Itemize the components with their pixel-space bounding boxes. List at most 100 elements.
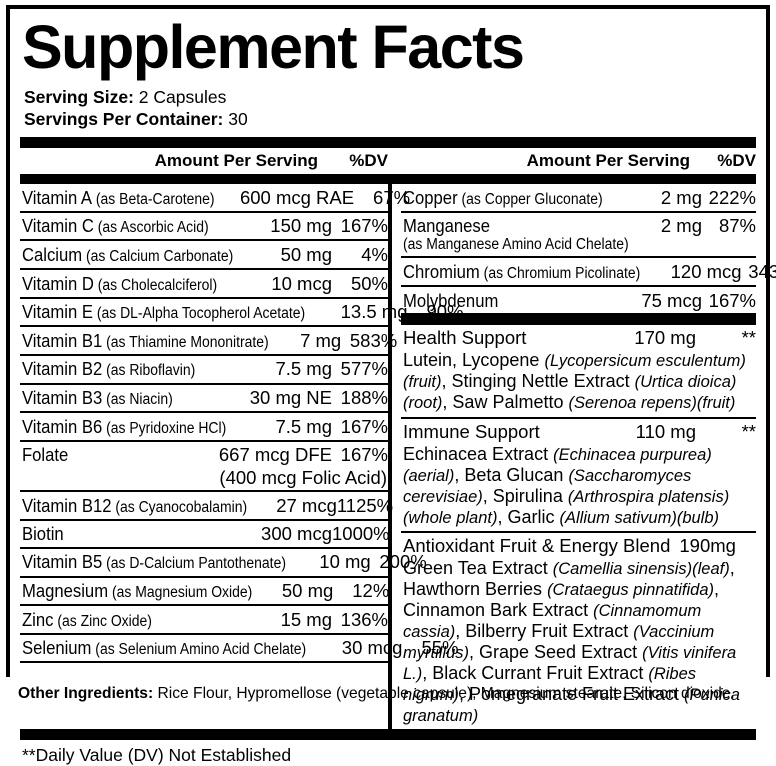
nutrient-source: (as Zinc Oxide) <box>53 612 152 630</box>
supplement-facts-label: Supplement Facts Serving Size: 2 Capsule… <box>6 5 776 766</box>
nutrient-name: Calcium (as Calcium Carbonate) <box>22 243 234 265</box>
nutrient-source: (as Magnesium Oxide) <box>108 584 253 601</box>
nutrient-name: Vitamin B1 (as Thiamine Mononitrate) <box>22 329 269 351</box>
nutrient-dv: 343% <box>748 260 776 282</box>
nutrient-source: (as Niacin) <box>102 391 173 409</box>
blend-name: Health Support <box>403 327 527 349</box>
nutrient-amount: 30 mcg <box>341 637 403 659</box>
nutrient-source: (as Chromium Picolinate) <box>479 264 641 282</box>
nutrient-name: Vitamin B3 (as Niacin) <box>22 387 173 409</box>
nutrient-source-second-line: (as Manganese Amino Acid Chelate) <box>403 236 629 254</box>
nutrient-name: Vitamin B2 (as Riboflavin) <box>22 358 196 380</box>
nutrient-row: Magnesium (as Magnesium Oxide) 50 mg 12% <box>20 578 389 607</box>
nutrient-amount: 50 mg <box>280 243 332 265</box>
blend-dv: ** <box>741 327 756 349</box>
blend-amount: 190mg <box>679 534 736 556</box>
nutrient-dv: 167% <box>708 289 756 311</box>
amount-per-serving-header-left: Amount Per Serving <box>154 150 318 170</box>
blend-ingredients: Echinacea Extract (Echinacea purpurea)(a… <box>403 443 730 527</box>
nutrient-name: Vitamin C (as Ascorbic Acid) <box>22 215 209 237</box>
blend-section: Immune Support 110 mg ** Echinacea Extract … <box>401 419 756 533</box>
nutrient-name: Vitamin E (as DL-Alpha Tocopherol Acetat… <box>22 301 306 323</box>
blend-section: Antioxidant Fruit & Energy Blend190mg**G… <box>401 533 756 730</box>
nutrient-name: Biotin <box>22 523 64 545</box>
nutrient-name: Zinc (as Zinc Oxide) <box>22 608 152 630</box>
other-ingredients: Other Ingredients: Rice Flour, Hypromell… <box>6 677 770 704</box>
nutrient-name: Vitamin B6 (as Pyridoxine HCl) <box>22 415 227 437</box>
nutrient-dv: 136% <box>340 608 388 630</box>
nutrient-row: Copper (as Copper Gluconate) 2 mg 222% <box>401 184 756 213</box>
blend-name: Immune Support <box>403 420 540 442</box>
nutrient-row: Biotin 300 mcg 1000% <box>20 521 390 549</box>
nutrient-row: Molybdenum 75 mcg 167% <box>401 287 756 316</box>
left-nutrient-column: Vitamin A (as Beta-Carotene) 600 mcg RAE 6… <box>20 184 464 730</box>
nutrient-dv: 188% <box>340 387 388 409</box>
nutrient-row: Vitamin B2 (as Riboflavin) 7.5 mg 577% <box>20 356 388 385</box>
nutrient-row: Calcium (as Calcium Carbonate) 50 mg 4% <box>20 241 388 271</box>
nutrient-dv: 50% <box>350 272 388 294</box>
nutrient-name: Vitamin B12 (as Cyanocobalamin) <box>22 494 248 516</box>
nutrient-dv: 583% <box>349 329 398 351</box>
nutrient-source: (as Ascorbic Acid) <box>93 219 209 237</box>
nutrient-amount: 150 mg <box>270 215 332 237</box>
nutrient-row: Vitamin B3 (as Niacin) 30 mg NE 188% <box>20 385 388 414</box>
left-column-header: Amount Per Serving %DV <box>20 151 388 171</box>
serving-size-label: Serving Size: <box>24 86 134 107</box>
nutrient-dv: 167% <box>340 444 388 466</box>
nutrient-row: Vitamin D (as Cholecalciferol) 10 mcg 50% <box>20 270 388 299</box>
rule-thick-blends <box>401 315 756 326</box>
nutrient-amount: 75 mcg <box>641 289 702 311</box>
nutrient-source: (as Selenium Amino Acid Chelate) <box>91 641 307 659</box>
serving-size-value: 2 Capsules <box>138 86 227 107</box>
nutrient-amount: 50 mg <box>281 580 334 601</box>
nutrient-dv: 167% <box>340 415 388 437</box>
blend-dv: ** <box>741 420 756 442</box>
nutrient-row: Manganese 2 mg 87% (as Manganese Amino Acid… <box>401 213 756 259</box>
rule-thick-bottom <box>20 729 756 741</box>
servings-per-container-value: 30 <box>228 109 248 130</box>
other-ingredients-value: Rice Flour, Hypromellose (vegetable caps… <box>157 685 735 702</box>
servings-per-container-line: Servings Per Container: 30 <box>24 108 766 130</box>
nutrient-dv: 167% <box>340 215 388 237</box>
nutrient-row: Chromium (as Chromium Picolinate) 120 mcg… <box>401 258 776 288</box>
other-ingredients-label: Other Ingredients: <box>18 685 154 702</box>
nutrient-name: Magnesium (as Magnesium Oxide) <box>22 580 253 601</box>
nutrient-amount: 15 mg <box>280 608 332 630</box>
blend-header: Immune Support 110 mg ** <box>403 421 756 443</box>
nutrient-source: (as Calcium Carbonate) <box>82 247 234 265</box>
rule-thick-header-bottom <box>20 173 756 184</box>
nutrient-second-line: (400 mcg Folic Acid) <box>219 466 387 488</box>
daily-value-note: **Daily Value (DV) Not Established <box>22 745 292 766</box>
nutrient-name: Selenium (as Selenium Amino Acid Chelate… <box>22 637 307 659</box>
servings-per-container-label: Servings Per Container: <box>24 109 224 130</box>
nutrient-row: Folate 667 mcg DFE 167% (400 mcg Folic Acid… <box>20 442 388 493</box>
nutrient-columns: Vitamin A (as Beta-Carotene) 600 mcg RAE 6… <box>20 183 776 730</box>
nutrient-name: Vitamin A (as Beta-Carotene) <box>22 186 215 208</box>
nutrient-row: Selenium (as Selenium Amino Acid Chelate… <box>20 635 458 664</box>
nutrient-row: Vitamin B5 (as D-Calcium Pantothenate) 10… <box>20 549 427 578</box>
blend-amount: 110 mg <box>635 420 696 442</box>
nutrient-name: Vitamin D (as Cholecalciferol) <box>22 272 218 294</box>
column-headers: Amount Per Serving %DV Amount Per Servin… <box>10 148 766 174</box>
blend-header: Health Support 170 mg ** <box>403 327 756 349</box>
nutrient-source: (as DL-Alpha Tocopherol Acetate) <box>92 305 306 323</box>
nutrient-dv: 55% <box>421 637 459 659</box>
nutrient-dv: 577% <box>340 358 388 380</box>
rule-thick-top <box>20 136 756 148</box>
nutrient-amount: 7 mg <box>300 329 342 351</box>
nutrient-amount: 7.5 mg <box>275 358 332 380</box>
nutrient-source: (as Cholecalciferol) <box>93 276 218 294</box>
serving-size-line: Serving Size: 2 Capsules <box>24 86 766 108</box>
blend-name: Antioxidant Fruit & Energy Blend <box>403 534 671 556</box>
nutrient-source: (as Riboflavin) <box>102 362 196 380</box>
nutrient-amount: 667 mcg DFE <box>218 444 332 466</box>
nutrient-dv: 222% <box>708 186 756 208</box>
nutrient-row: Vitamin E (as DL-Alpha Tocopherol Acetat… <box>20 299 464 328</box>
nutrient-row: Vitamin B1 (as Thiamine Mononitrate) 7 mg… <box>20 327 397 356</box>
nutrient-amount: 300 mcg <box>261 523 332 545</box>
nutrient-source: (as Beta-Carotene) <box>92 190 215 208</box>
dv-header-right: %DV <box>717 150 756 170</box>
right-nutrient-column: Copper (as Copper Gluconate) 2 mg 222% Mang… <box>388 183 776 730</box>
nutrient-amount: 600 mcg RAE <box>239 186 355 208</box>
